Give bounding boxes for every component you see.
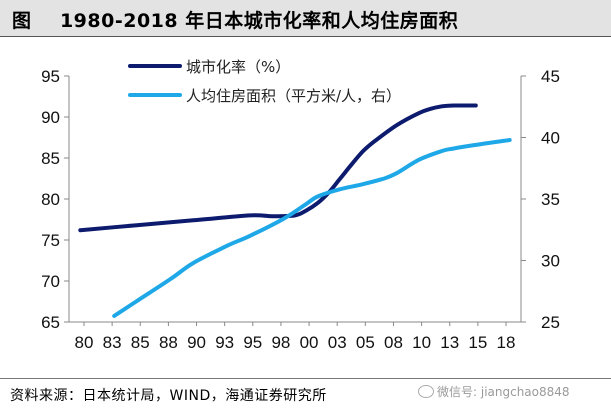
x-tick-label: 18 xyxy=(497,333,516,352)
left-tick-label: 95 xyxy=(41,67,60,86)
footer-divider xyxy=(0,378,611,379)
x-axis-ticks: 80 83 85 88 90 93 95 98 00 03 05 08 10 13 15 18 xyxy=(75,322,516,352)
source-note: 资料来源：日本统计局，WIND，海通证券研究所 xyxy=(10,388,327,404)
x-tick-label: 85 xyxy=(131,333,150,352)
x-tick-label: 90 xyxy=(187,333,206,352)
wechat-watermark: 微信号: jiangchao8848 xyxy=(418,383,570,400)
chart-legend: 城市化率（%） 人均住房面积（平方米/人，右） xyxy=(128,58,401,105)
title-bar xyxy=(0,0,611,36)
x-tick-label: 03 xyxy=(328,333,347,352)
x-tick-label: 88 xyxy=(159,333,178,352)
chart-series xyxy=(78,103,512,318)
right-tick-label: 45 xyxy=(541,67,560,86)
watermark-text: 微信号: jiangchao8848 xyxy=(437,385,570,399)
left-tick-label: 75 xyxy=(41,231,60,250)
right-tick-label: 25 xyxy=(541,313,560,332)
chart-axes xyxy=(68,76,522,323)
x-tick-label: 13 xyxy=(440,333,459,352)
x-tick-label: 80 xyxy=(75,333,94,352)
x-tick-label: 08 xyxy=(384,333,403,352)
left-tick-label: 90 xyxy=(41,108,60,127)
chart-title: 图 1980-2018 年日本城市化率和人均住房面积 xyxy=(12,10,459,32)
x-tick-label: 15 xyxy=(468,333,487,352)
x-tick-label: 00 xyxy=(300,333,319,352)
right-tick-label: 40 xyxy=(541,129,560,148)
x-tick-label: 93 xyxy=(215,333,234,352)
legend-label-housing: 人均住房面积（平方米/人，右） xyxy=(186,87,401,105)
right-axis-ticks: 25 30 35 40 45 xyxy=(521,67,560,332)
left-tick-label: 85 xyxy=(41,149,60,168)
x-tick-label: 83 xyxy=(103,333,122,352)
title-divider xyxy=(0,36,611,37)
legend-label-urbanization: 城市化率（%） xyxy=(186,58,290,76)
line-chart: 65 70 75 80 85 90 95 25 30 35 40 45 80 83 85 88 90 93 95… xyxy=(41,58,560,352)
left-tick-label: 80 xyxy=(41,190,60,209)
right-tick-label: 30 xyxy=(541,252,560,271)
x-tick-label: 98 xyxy=(271,333,290,352)
left-tick-label: 70 xyxy=(41,272,60,291)
left-axis-ticks: 65 70 75 80 85 90 95 xyxy=(41,67,69,332)
x-tick-label: 05 xyxy=(356,333,375,352)
housing-area-line xyxy=(112,138,512,318)
right-tick-label: 35 xyxy=(541,190,560,209)
x-tick-label: 95 xyxy=(243,333,262,352)
x-tick-label: 10 xyxy=(412,333,431,352)
wechat-icon xyxy=(418,385,434,398)
urbanization-rate-line xyxy=(78,103,478,233)
left-tick-label: 65 xyxy=(41,313,60,332)
